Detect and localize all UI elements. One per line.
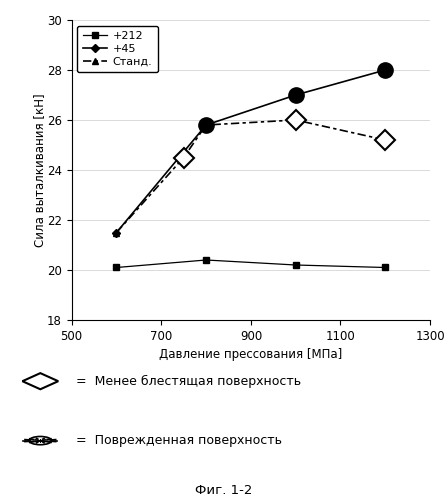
+45: [383, 67, 388, 73]
X-axis label: Давление прессования [МПа]: Давление прессования [МПа]: [159, 348, 343, 362]
+45: [293, 92, 298, 98]
Text: =  Поврежденная поверхность: = Поврежденная поверхность: [76, 434, 282, 447]
Станд.: [181, 154, 186, 160]
+212: [293, 262, 298, 268]
+212: [383, 264, 388, 270]
Станд.: [114, 230, 119, 235]
Legend: +212, +45, Станд.: +212, +45, Станд.: [77, 26, 158, 72]
Text: =  Менее блестящая поверхность: = Менее блестящая поверхность: [76, 374, 302, 388]
Line: +45: +45: [113, 67, 388, 235]
+212: [203, 257, 209, 263]
+45: [203, 122, 209, 128]
+45: [114, 230, 119, 235]
Text: Фиг. 1-2: Фиг. 1-2: [195, 484, 253, 496]
Y-axis label: Сила выталкивания [кН]: Сила выталкивания [кН]: [33, 93, 46, 247]
Станд.: [293, 117, 298, 123]
Станд.: [203, 122, 209, 128]
+212: [114, 264, 119, 270]
Line: +212: +212: [113, 257, 388, 270]
Станд.: [383, 137, 388, 143]
Line: Станд.: Станд.: [113, 116, 389, 236]
